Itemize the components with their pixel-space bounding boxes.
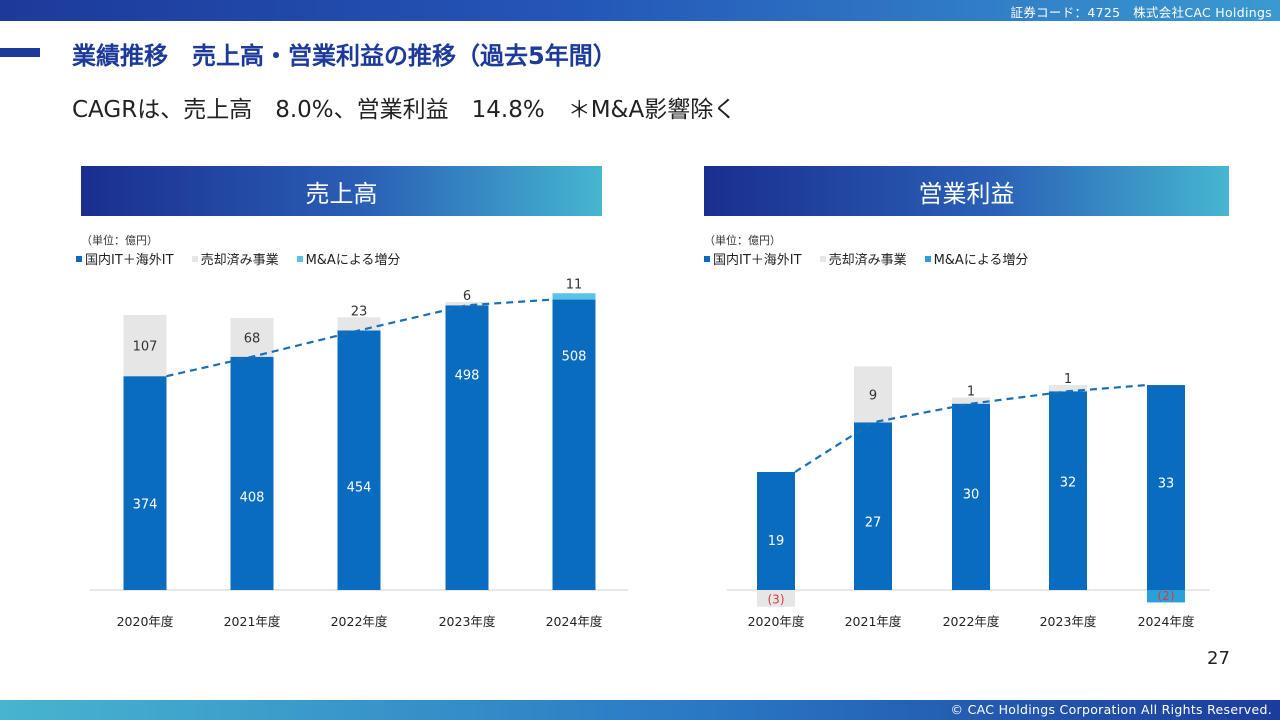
legend-swatch-ma: [924, 255, 931, 262]
category-label: 2023年度: [439, 614, 496, 629]
data-label-divested-negative: (3): [768, 592, 785, 606]
cagr-subtitle: CAGRは、売上高 8.0%、営業利益 14.8% ＊M&A影響除く: [72, 97, 737, 123]
bar-domestic: [854, 422, 892, 590]
profit-unit-label: （単位：億円）: [704, 234, 781, 247]
sales-panel-header: 売上高: [81, 166, 602, 216]
data-label-domestic: 454: [347, 480, 372, 495]
legend-item-ma: M&Aによる増分: [296, 249, 401, 268]
legend-swatch-domestic: [704, 255, 710, 262]
legend-label-divested: 売却済み事業: [828, 253, 907, 268]
bar-domestic: [757, 472, 795, 590]
page-title: 業績推移 売上高・営業利益の推移（過去5年間）: [72, 42, 617, 70]
legend-item-domestic: 国内IT＋海外IT: [76, 249, 174, 268]
data-label-domestic: 32: [1060, 476, 1077, 491]
corp-header-text: 証券コード：4725 株式会社CAC Holdings: [1010, 5, 1272, 20]
legend-item-divested: 売却済み事業: [191, 249, 279, 268]
data-label-domestic: 408: [240, 490, 265, 505]
bar-ma-negative: [1147, 590, 1185, 603]
bar-divested: [1049, 385, 1087, 392]
data-label-divested: 9: [869, 388, 877, 403]
data-label-domestic: 27: [865, 515, 882, 530]
category-label: 2024年度: [1138, 614, 1195, 629]
data-label-divested: 107: [133, 340, 158, 355]
page-number: 27: [1207, 648, 1230, 669]
bar-divested-negative: [757, 590, 795, 607]
top-banner: 証券コード：4725 株式会社CAC Holdings: [0, 0, 1280, 21]
legend-label-ma: M&Aによる増分: [933, 253, 1029, 268]
data-label-divested: 1: [967, 384, 975, 399]
trend-line: [166, 298, 553, 378]
bar-domestic: [123, 376, 167, 590]
legend-label-domestic: 国内IT＋海外IT: [713, 253, 802, 268]
bar-domestic: [1147, 385, 1185, 590]
bar-domestic: [952, 403, 990, 590]
sales-unit-label: （単位：億円）: [81, 234, 158, 247]
title-accent-bar: [0, 48, 40, 57]
data-label-ma-negative: (2): [1158, 589, 1175, 603]
bar-divested: [445, 301, 489, 306]
category-label: 2020年度: [117, 614, 174, 629]
bar-divested: [854, 366, 892, 423]
category-label: 2021年度: [845, 614, 902, 629]
data-label-domestic: 19: [768, 534, 785, 549]
legend-swatch-divested: [191, 255, 198, 262]
data-label-domestic: 30: [963, 488, 980, 503]
legend-item-ma: M&Aによる増分: [924, 249, 1029, 268]
bottom-banner: © CAC Holdings Corporation All Rights Re…: [0, 700, 1280, 720]
profit-panel-header: 営業利益: [704, 166, 1229, 216]
legend-label-ma: M&Aによる増分: [305, 253, 401, 268]
bar-domestic: [337, 330, 381, 590]
data-label-domestic: 498: [455, 368, 480, 383]
legend-swatch-divested: [819, 255, 826, 262]
data-label-ma: 11: [566, 277, 583, 292]
sales-chart: 374 107 2020年度 408 68 2021年度 454 23 2022年度 498 6 20…: [90, 277, 628, 629]
profit-legend: 国内IT＋海外IT 売却済み事業 M&Aによる増分: [704, 249, 1046, 268]
category-label: 2024年度: [546, 614, 603, 629]
data-label-domestic: 33: [1158, 477, 1175, 492]
copyright-text: © CAC Holdings Corporation All Rights Re…: [950, 702, 1272, 717]
bar-domestic: [552, 299, 596, 590]
category-label: 2020年度: [748, 614, 805, 629]
legend-swatch-ma: [296, 255, 303, 262]
data-label-divested: 6: [463, 289, 471, 304]
bar-domestic: [230, 356, 274, 590]
legend-label-divested: 売却済み事業: [200, 253, 279, 268]
category-label: 2021年度: [224, 614, 281, 629]
bar-domestic: [445, 305, 489, 590]
data-label-divested: 1: [1064, 372, 1072, 387]
bar-divested: [230, 317, 274, 357]
legend-swatch-domestic: [76, 255, 82, 262]
legend-item-domestic: 国内IT＋海外IT: [704, 249, 802, 268]
data-label-domestic: 508: [562, 350, 587, 365]
legend-item-divested: 売却済み事業: [819, 249, 907, 268]
trend-line: [794, 383, 1148, 473]
category-label: 2023年度: [1040, 614, 1097, 629]
category-label: 2022年度: [943, 614, 1000, 629]
bar-divested: [123, 315, 167, 377]
legend-label-domestic: 国内IT＋海外IT: [85, 253, 174, 268]
profit-chart: 19 (3) 2020年度 27 9 2021年度 30 1 2022年度 32 1 2023年度 33…: [727, 366, 1210, 629]
data-label-domestic: 374: [133, 498, 158, 513]
bar-ma: [552, 293, 596, 300]
data-label-divested: 68: [244, 331, 261, 346]
bar-divested: [952, 397, 990, 404]
category-label: 2022年度: [331, 614, 388, 629]
data-label-divested: 23: [351, 304, 368, 319]
bar-domestic: [1049, 391, 1087, 590]
sales-legend: 国内IT＋海外IT 売却済み事業 M&Aによる増分: [76, 249, 418, 268]
